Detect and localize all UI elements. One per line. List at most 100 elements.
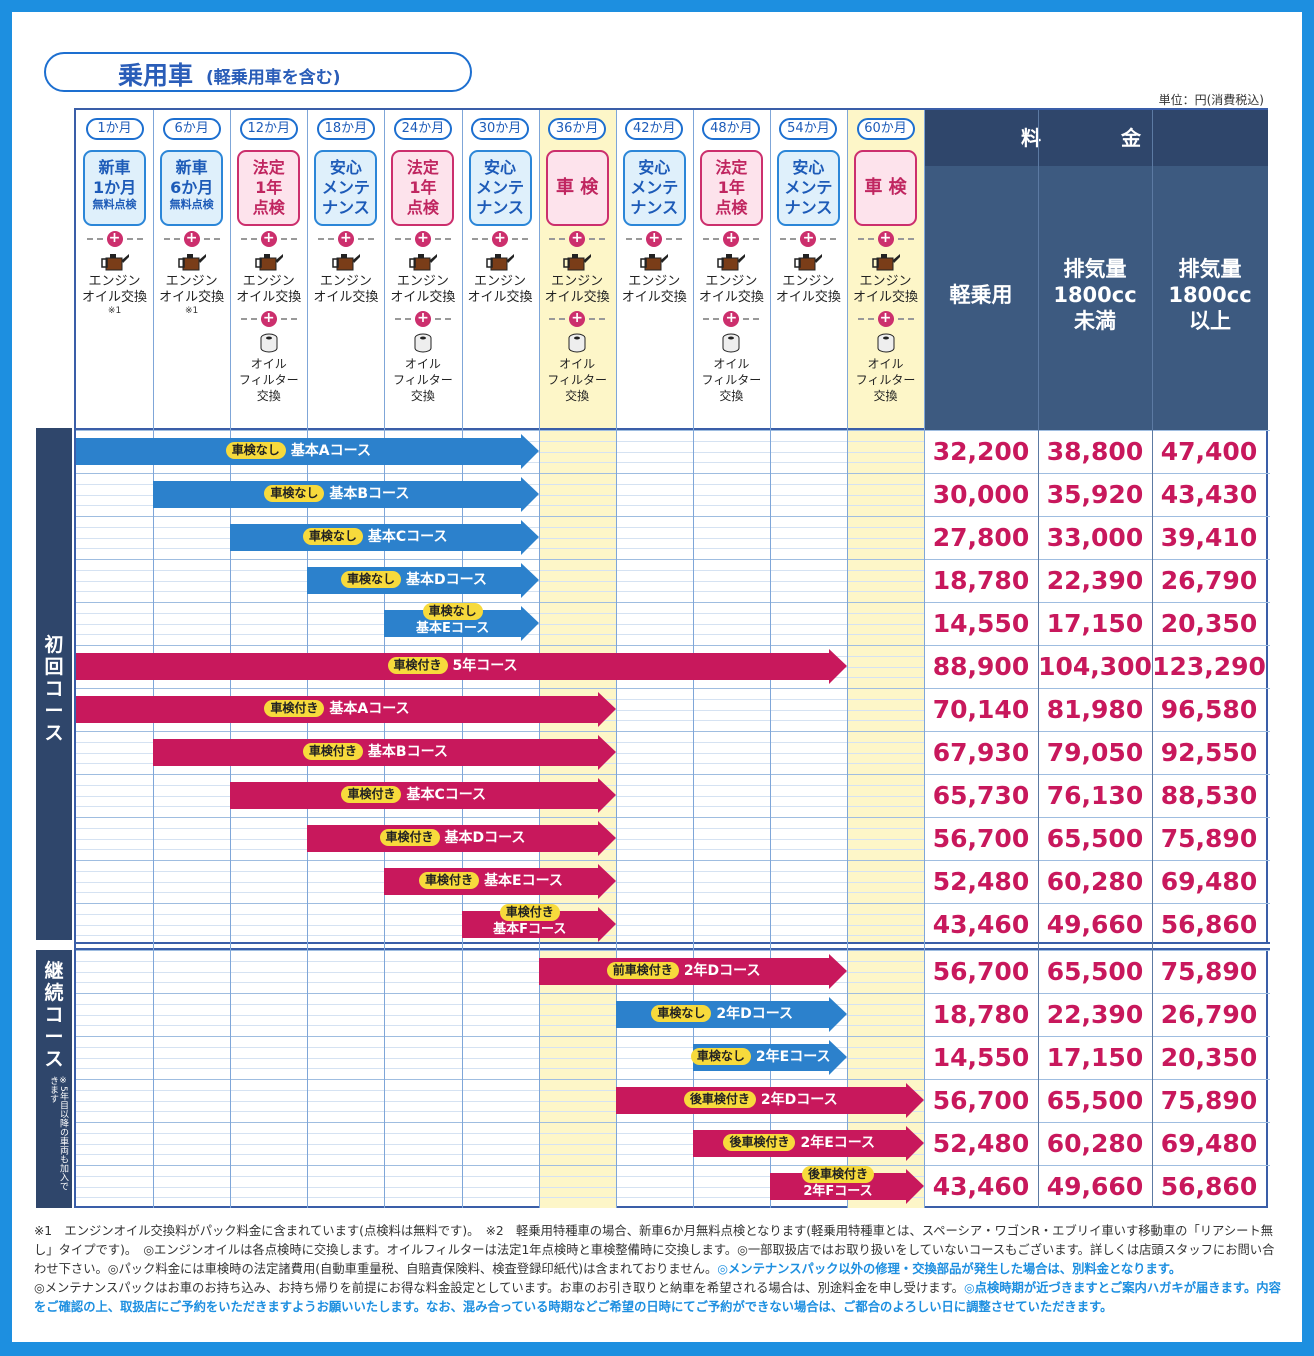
- table-divider: [76, 942, 1270, 950]
- first-price-0-0: 32,200: [932, 437, 1030, 466]
- first-course-arrow-10[interactable]: [384, 864, 616, 899]
- first-course-arrow-5[interactable]: [76, 649, 847, 684]
- first-course-arrow-2[interactable]: [230, 520, 539, 555]
- cont-price-4-2: 69,480: [1160, 1129, 1258, 1158]
- grid-column-line: [924, 110, 926, 1208]
- month-pill-4: 24か月: [393, 118, 452, 140]
- grid-line: [76, 950, 1270, 951]
- price-col-over1800: 排気量 1800cc 以上: [1168, 257, 1252, 333]
- first-price-2-2: 39,410: [1160, 523, 1258, 552]
- footnote-blue-2: ◎点検時期が近づきますとご案内ハガキが届きます。内容をご確認の上、取扱店にご予約…: [34, 1281, 1281, 1314]
- month-pill-6: 36か月: [548, 118, 607, 140]
- plus-icon: +: [800, 231, 817, 247]
- course-badge: 後車検付き: [683, 1091, 756, 1108]
- header-divider: [76, 428, 924, 430]
- first-course-label-10: 車検付き 基本Eコース: [419, 868, 563, 895]
- grid-line: [76, 817, 1270, 818]
- footnote-text-1: ※1 エンジンオイル交換料がパック料金に含まれています(点検料は無料です)。 ※…: [34, 1224, 1275, 1276]
- grid-line: [76, 1089, 924, 1091]
- cont-price-0-0: 56,700: [932, 957, 1030, 986]
- course-badge: 車検なし: [302, 528, 363, 545]
- grid-line: [76, 688, 1270, 689]
- grid-line: [76, 1100, 924, 1102]
- grid-line: [76, 993, 1270, 994]
- unit-note: 単位：円(消費税込): [1158, 93, 1264, 107]
- first-price-9-1: 65,500: [1046, 824, 1144, 853]
- course-badge: 車検付き: [302, 743, 363, 760]
- first-course-arrow-8[interactable]: [230, 778, 616, 813]
- cont-price-0-1: 65,500: [1046, 957, 1144, 986]
- first-price-10-1: 60,280: [1046, 867, 1144, 896]
- price-col-under1800: 排気量 1800cc 未満: [1053, 257, 1137, 333]
- grid-line: [76, 960, 924, 962]
- first-price-6-0: 70,140: [932, 695, 1030, 724]
- first-course-arrow-7[interactable]: [153, 735, 616, 770]
- oil-change-label: エンジン オイル交換: [159, 274, 225, 305]
- oil-change-label: エンジン オイル交換: [313, 274, 379, 305]
- cont-course-arrow-1[interactable]: [615, 997, 847, 1032]
- plus-icon: +: [260, 311, 277, 327]
- first-price-7-1: 79,050: [1046, 738, 1144, 767]
- first-price-9-2: 75,890: [1160, 824, 1258, 853]
- cont-price-2-0: 14,550: [932, 1043, 1030, 1072]
- course-badge: 車検付き: [264, 700, 325, 717]
- oil-can-icon: [485, 250, 515, 272]
- inspection-box-4: 法定 1年 点検: [391, 150, 455, 226]
- cont-course-arrow-3[interactable]: [615, 1083, 925, 1118]
- grid-line: [76, 516, 1270, 517]
- oil-change-label: エンジン オイル交換: [236, 274, 302, 305]
- first-course-arrow-1[interactable]: [153, 477, 539, 512]
- plus-icon: +: [183, 231, 200, 247]
- grid-line: [76, 1014, 924, 1016]
- plus-icon: +: [877, 311, 894, 327]
- grid-column-line: [847, 110, 848, 1208]
- first-course-label-0: 車検なし 基本Aコース: [225, 438, 371, 465]
- price-header-title: 料 金: [924, 110, 1268, 166]
- oil-note: ※1: [107, 306, 122, 316]
- grid-line: [76, 1079, 1270, 1080]
- first-course-arrow-9[interactable]: [307, 821, 616, 856]
- inspection-box-6: 車 検: [545, 150, 609, 226]
- cont-course-arrow-0[interactable]: [538, 954, 847, 989]
- oil-filter-icon: [258, 332, 280, 354]
- first-price-11-0: 43,460: [932, 910, 1030, 939]
- first-course-label-8: 車検付き 基本Cコース: [341, 782, 486, 809]
- course-badge: 車検付き: [379, 829, 440, 846]
- oil-can-icon: [331, 250, 361, 272]
- plus-icon: +: [492, 231, 509, 247]
- first-price-1-2: 43,430: [1160, 480, 1258, 509]
- first-price-8-1: 76,130: [1046, 781, 1144, 810]
- inspection-box-7: 安心 メンテ ナンス: [622, 150, 686, 226]
- side-note: ※5年目以降の車両も加入できます: [48, 1076, 68, 1191]
- inspection-box-0: 新車 1か月 無料点検: [83, 150, 147, 226]
- course-badge: 車検なし: [225, 442, 286, 459]
- course-badge: 車検付き: [419, 872, 480, 889]
- first-price-7-2: 92,550: [1160, 738, 1258, 767]
- grid-line: [76, 1143, 924, 1145]
- oil-change-label: エンジン オイル交換: [544, 274, 610, 305]
- first-price-9-0: 56,700: [932, 824, 1030, 853]
- first-price-5-2: 123,290: [1152, 652, 1266, 681]
- month-pill-5: 30か月: [471, 118, 530, 140]
- course-badge: 車検なし: [340, 571, 401, 588]
- grid-line: [76, 559, 1270, 560]
- footnotes: ※1 エンジンオイル交換料がパック料金に含まれています(点検料は無料です)。 ※…: [34, 1222, 1284, 1317]
- plus-icon: +: [260, 231, 277, 247]
- price-column-line: [1152, 110, 1153, 1208]
- cont-course-label-1: 車検なし 2年Dコース: [651, 1001, 793, 1028]
- first-course-arrow-0[interactable]: [76, 434, 539, 469]
- first-course-arrow-6[interactable]: [76, 692, 616, 727]
- first-price-10-0: 52,480: [932, 867, 1030, 896]
- oil-can-icon: [871, 250, 901, 272]
- grid-line: [76, 1165, 1270, 1166]
- oil-change-label: エンジン オイル交換: [390, 274, 456, 305]
- month-pill-3: 18か月: [316, 118, 375, 140]
- oil-can-icon: [100, 250, 130, 272]
- oil-filter-icon: [566, 332, 588, 354]
- first-price-3-0: 18,780: [932, 566, 1030, 595]
- oil-filter-label: オイル フィルター 交換: [238, 357, 299, 403]
- cont-course-label-5: 後車検付き 2年Fコース: [802, 1166, 875, 1199]
- inspection-box-1: 新車 6か月 無料点検: [160, 150, 224, 226]
- cont-course-label-4: 後車検付き 2年Eコース: [723, 1130, 875, 1157]
- plus-icon: +: [569, 231, 586, 247]
